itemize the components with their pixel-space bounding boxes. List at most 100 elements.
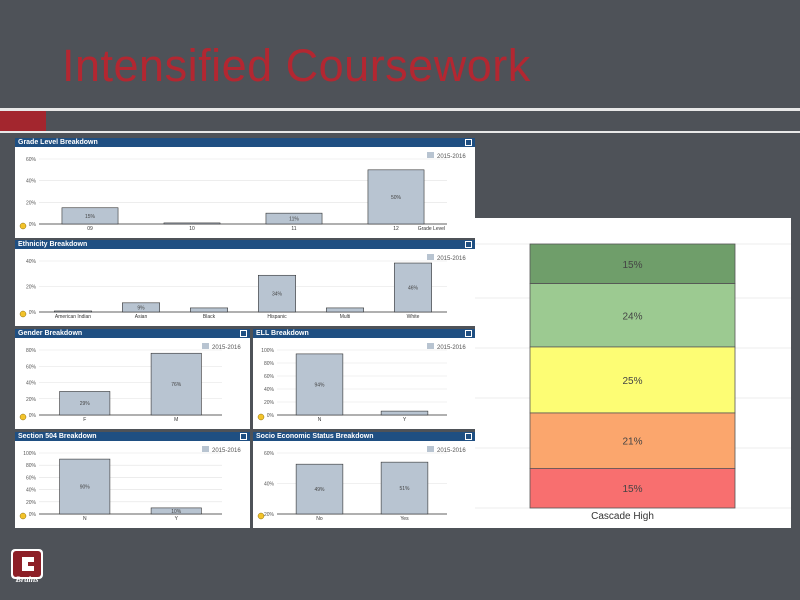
bar[interactable] <box>190 307 229 313</box>
ses-panel: Socio Economic Status Breakdown 2015-201… <box>253 432 475 528</box>
legend-swatch <box>427 343 434 349</box>
bar-value-label: 29% <box>80 401 91 407</box>
bar[interactable] <box>59 391 111 416</box>
x-tick-label: 09 <box>87 226 93 232</box>
ethnicity-title: Ethnicity Breakdown <box>18 241 88 248</box>
title-accent-block <box>0 111 46 131</box>
bar[interactable] <box>163 222 221 225</box>
y-tick-label: 40% <box>264 387 275 393</box>
x-tick-label: Y <box>175 516 179 522</box>
section-504-title: Section 504 Breakdown <box>18 433 97 440</box>
section-504-header: Section 504 Breakdown <box>15 432 250 441</box>
bar-value-label: 90% <box>80 485 91 491</box>
stacked-segment[interactable] <box>529 412 736 469</box>
x-tick-label: Y <box>403 417 407 423</box>
chart-options-icon[interactable] <box>19 512 27 520</box>
bar[interactable] <box>295 353 344 416</box>
bar-value-label: 10% <box>171 509 182 515</box>
maximize-icon[interactable] <box>465 433 472 440</box>
stacked-segment[interactable] <box>529 346 736 414</box>
y-tick-label: 80% <box>264 361 275 367</box>
bar-value-label: 94% <box>314 382 325 388</box>
grade-level-title: Grade Level Breakdown <box>18 139 98 146</box>
y-tick-label: 0% <box>267 413 275 419</box>
x-tick-label: F <box>83 417 86 423</box>
maximize-icon[interactable] <box>240 433 247 440</box>
legend-label: 2015-2016 <box>212 345 241 351</box>
y-tick-label: 100% <box>23 451 36 457</box>
y-tick-label: 0% <box>29 512 37 518</box>
x-tick-label: Hispanic <box>267 314 287 320</box>
bar-value-label: 46% <box>408 286 419 292</box>
gender-chart: 2015-2016 80% 60% 40% 20% 0% 29% F 76% M <box>19 343 241 423</box>
bruins-logo: Bruins <box>11 549 43 584</box>
legend-label: 2015-2016 <box>437 256 466 262</box>
bar[interactable] <box>380 410 429 416</box>
x-tick-label: 11 <box>291 226 296 232</box>
y-tick-label: 40% <box>26 381 37 387</box>
slide-title: Intensified Coursework <box>62 40 531 91</box>
chart-options-icon[interactable] <box>19 310 27 318</box>
bar[interactable] <box>150 507 202 515</box>
bar[interactable] <box>325 307 364 313</box>
ell-panel: ELL Breakdown 2015-2016 100% 80% 60% 40% 20% 0… <box>253 329 475 429</box>
x-tick-label: N <box>83 516 87 522</box>
bar[interactable] <box>53 310 93 313</box>
segment-label: 24% <box>622 311 642 322</box>
y-tick-label: 80% <box>26 463 37 469</box>
grade-level-panel: Grade Level Breakdown 2015-2016 60% 40% 20%… <box>15 138 475 238</box>
bar-value-label: 9% <box>137 305 145 311</box>
y-tick-label: 0% <box>29 310 37 316</box>
stacked-segment[interactable] <box>529 467 736 509</box>
y-tick-label: 60% <box>26 475 37 481</box>
legend-swatch <box>202 446 209 452</box>
bar-value-label: 76% <box>171 382 182 388</box>
segment-label: 25% <box>622 376 642 387</box>
performance-stacked-chart: 15% 24% 25% 21% 15% Cascade High <box>475 243 791 522</box>
ses-chart: 2015-2016 60% 40% 20% 49% No 51% Yes <box>257 446 466 522</box>
bar[interactable] <box>265 212 323 225</box>
performance-stacked-panel: 15% 24% 25% 21% 15% Cascade High <box>475 218 791 528</box>
x-tick-label: Multi <box>340 314 351 320</box>
bar-value-label: 34% <box>272 292 283 298</box>
legend-label: 2015-2016 <box>437 154 466 160</box>
bar[interactable] <box>295 463 344 515</box>
y-tick-label: 60% <box>26 157 37 163</box>
stacked-segment[interactable] <box>529 243 736 284</box>
bar-value-label: 49% <box>314 487 325 493</box>
school-label: Cascade High <box>591 511 654 522</box>
stacked-segment[interactable] <box>529 283 736 348</box>
maximize-icon[interactable] <box>465 241 472 248</box>
segment-label: 21% <box>622 437 642 448</box>
maximize-icon[interactable] <box>465 139 472 146</box>
legend-swatch <box>427 152 434 158</box>
bar[interactable] <box>258 274 297 313</box>
bar[interactable] <box>61 207 119 225</box>
x-tick-label: N <box>318 417 322 423</box>
y-tick-label: 100% <box>261 348 274 354</box>
bar[interactable] <box>393 262 432 313</box>
bar[interactable] <box>59 458 111 515</box>
chart-options-icon[interactable] <box>19 222 27 230</box>
svg-text:Bruins: Bruins <box>15 575 39 584</box>
maximize-icon[interactable] <box>240 330 247 337</box>
y-tick-label: 20% <box>26 397 37 403</box>
y-tick-label: 40% <box>26 488 37 494</box>
bar[interactable] <box>122 302 161 313</box>
y-tick-label: 40% <box>26 259 37 265</box>
bar-value-label: 51% <box>399 486 410 492</box>
chart-options-icon[interactable] <box>257 512 265 520</box>
segment-label: 15% <box>622 260 642 271</box>
bar[interactable] <box>380 461 429 515</box>
section-504-chart: 2015-2016 100% 80% 60% 40% 20% 0% 90% N 10%Y <box>19 446 241 522</box>
chart-options-icon[interactable] <box>19 413 27 421</box>
chart-options-icon[interactable] <box>257 413 265 421</box>
bar[interactable] <box>150 352 202 416</box>
y-tick-label: 20% <box>264 512 275 518</box>
gender-title: Gender Breakdown <box>18 330 83 337</box>
grade-level-chart: 2015-2016 60% 40% 20% 0% 15% 09 10 11% 11 50% 12 Gra… <box>19 152 466 232</box>
maximize-icon[interactable] <box>465 330 472 337</box>
ses-title: Socio Economic Status Breakdown <box>256 433 374 440</box>
bar-value-label: 50% <box>391 195 402 201</box>
bar[interactable] <box>367 169 425 225</box>
